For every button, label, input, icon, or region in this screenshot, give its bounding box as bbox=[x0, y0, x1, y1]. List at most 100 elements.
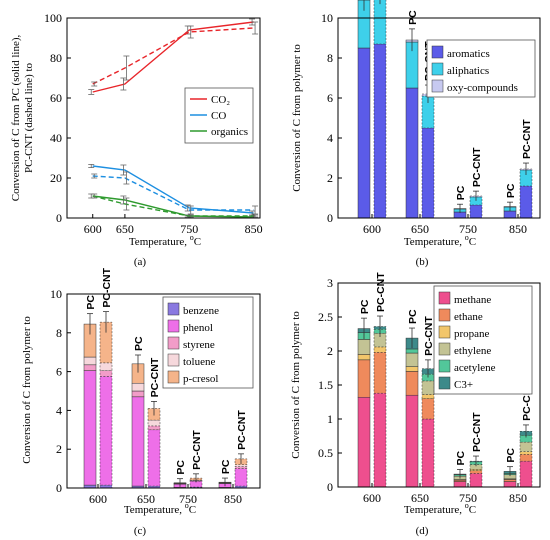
bar-segment-aromatics bbox=[520, 186, 532, 218]
bar-segment-ethylene bbox=[520, 442, 532, 452]
xtick-label: 600 bbox=[363, 491, 381, 505]
legend-swatch-styrene bbox=[168, 337, 179, 349]
panel-a-ylabel-line2: PC-CNT (dashed line) to bbox=[23, 62, 35, 173]
bar-segment-aromatics bbox=[422, 128, 434, 218]
bar-segment-methane bbox=[504, 482, 516, 487]
bar-segment-ethane bbox=[422, 399, 434, 419]
ytick-label: 10 bbox=[50, 287, 62, 301]
panel-a-xtick-label: 600 bbox=[84, 222, 102, 236]
panel-b-label: (b) bbox=[416, 256, 429, 268]
bar-segment-phenol bbox=[148, 430, 160, 486]
legend-label-c3-: C3+ bbox=[454, 379, 473, 391]
panel-a-ytick-label: 0 bbox=[56, 211, 62, 225]
legend-label-oxy-compounds: oxy-compounds bbox=[447, 82, 518, 94]
legend-co-label: CO bbox=[211, 110, 226, 122]
panel-a-ytick-label: 40 bbox=[50, 131, 62, 145]
legend-swatch-oxy-compounds bbox=[432, 80, 443, 92]
bar-segment-phenol bbox=[235, 469, 247, 486]
panel-a-xtick-label: 650 bbox=[116, 222, 134, 236]
panel-a-ytick-label: 100 bbox=[44, 11, 62, 25]
ytick-label: 0 bbox=[327, 480, 333, 494]
panel-b-plot: 0246810600650750850PCPC-CNTPCPC-CNTPCPC-… bbox=[321, 0, 533, 236]
bar-segment-methane bbox=[406, 395, 418, 487]
panel-c-legend: p-cresoltoluenestyrenephenolbenzene bbox=[163, 297, 253, 388]
panel-a-series-line bbox=[93, 28, 254, 84]
bar-label-pc: PC bbox=[133, 336, 145, 351]
bar-label-pc: PC bbox=[505, 183, 517, 198]
bar-segment-methane bbox=[520, 461, 532, 487]
legend-swatch-p-cresol bbox=[168, 371, 179, 383]
bar-segment-aliphatics bbox=[374, 0, 386, 44]
panel-b-xlabel: Temperature, oC bbox=[404, 233, 476, 248]
xtick-label: 850 bbox=[509, 491, 527, 505]
bar-label-pc: PC bbox=[407, 309, 419, 324]
bar-segment-propane bbox=[520, 452, 532, 455]
ytick-label: 8 bbox=[56, 326, 62, 340]
panel-b-ylabel: Conversion of C from polymer to bbox=[291, 44, 303, 192]
panel-c-ylabel: Conversion of C from polymer to bbox=[21, 316, 33, 464]
bar-label-pc-cnt: PC-CNT bbox=[236, 410, 248, 450]
bar-segment-ethylene bbox=[422, 381, 434, 395]
panel-b-legend: oxy-compoundsaliphaticsaromatics bbox=[427, 40, 535, 97]
bar-label-pc-cnt: PC-CNT bbox=[471, 412, 483, 452]
legend-swatch-aliphatics bbox=[432, 63, 443, 75]
panel-a-ytick-label: 60 bbox=[50, 91, 62, 105]
ytick-label: 1.5 bbox=[318, 378, 333, 392]
xtick-label: 850 bbox=[509, 222, 527, 236]
bar-label-pc: PC bbox=[455, 185, 467, 200]
bar-label-pc: PC bbox=[359, 299, 371, 314]
bar-segment-aromatics bbox=[358, 48, 370, 218]
bar-segment-toluene bbox=[100, 363, 112, 371]
bar-segment-phenol bbox=[84, 371, 96, 485]
legend-label-styrene: styrene bbox=[183, 339, 215, 351]
bar-segment-propane bbox=[422, 395, 434, 399]
ytick-label: 2 bbox=[327, 171, 333, 185]
bar-segment-styrene bbox=[84, 365, 96, 371]
legend-label-aliphatics: aliphatics bbox=[447, 65, 489, 77]
ytick-label: 6 bbox=[56, 365, 62, 379]
panel-c-label: (c) bbox=[134, 525, 147, 537]
panel-c: 0 2 4 6 8 10 600 650 750 850 PC PC-CNT PC PC-CNT PC PC-… bbox=[21, 267, 260, 537]
bar-segment-styrene bbox=[132, 391, 144, 397]
bar-label-pc: PC bbox=[175, 460, 187, 475]
bar-segment-toluene bbox=[132, 383, 144, 391]
panel-d-label: (d) bbox=[416, 525, 429, 537]
legend-label-phenol: phenol bbox=[183, 322, 213, 334]
ytick-label: 4 bbox=[327, 131, 333, 145]
bar-label-pc: PC bbox=[455, 450, 467, 465]
ytick-label: 2 bbox=[327, 344, 333, 358]
bar-label-pc: PC bbox=[407, 10, 419, 25]
ytick-label: 8 bbox=[327, 51, 333, 65]
bar-segment-aromatics bbox=[406, 88, 418, 218]
bar-segment-aromatics bbox=[374, 44, 386, 218]
legend-swatch-toluene bbox=[168, 354, 179, 366]
panel-d-xlabel: Temperature, oC bbox=[404, 501, 476, 516]
bar-segment-aromatics bbox=[470, 205, 482, 218]
xtick-label: 650 bbox=[411, 222, 429, 236]
xtick-label: 850 bbox=[224, 492, 242, 506]
legend-swatch-benzene bbox=[168, 303, 179, 315]
bar-segment-methane bbox=[422, 419, 434, 487]
ytick-label: 2.5 bbox=[318, 310, 333, 324]
legend-swatch-ethane bbox=[439, 309, 450, 321]
legend-swatch-propane bbox=[439, 326, 450, 338]
panel-a-series-line bbox=[93, 176, 254, 210]
bar-segment-methane bbox=[470, 473, 482, 487]
bar-label-pc-cnt: PC-CNT bbox=[375, 272, 387, 312]
xtick-label: 600 bbox=[363, 222, 381, 236]
bar-segment-ethane bbox=[406, 371, 418, 395]
bar-segment-ethylene bbox=[406, 353, 418, 367]
legend-swatch-phenol bbox=[168, 320, 179, 332]
panel-b: 0246810600650750850PCPC-CNTPCPC-CNTPCPC-… bbox=[291, 0, 540, 268]
bar-segment-ethane bbox=[374, 352, 386, 393]
panel-c-xlabel: Temperature, oC bbox=[124, 501, 196, 516]
bar-segment-propane bbox=[358, 354, 370, 359]
panel-a-legend: CO₂ CO organics bbox=[185, 88, 253, 143]
bar-segment-propane bbox=[406, 367, 418, 372]
bar-segment-ethane bbox=[358, 360, 370, 397]
panel-a-ytick-label: 80 bbox=[50, 51, 62, 65]
bar-label-pc: PC bbox=[220, 459, 232, 474]
legend-label-acetylene: acetylene bbox=[454, 362, 496, 374]
xtick-label: 650 bbox=[411, 491, 429, 505]
